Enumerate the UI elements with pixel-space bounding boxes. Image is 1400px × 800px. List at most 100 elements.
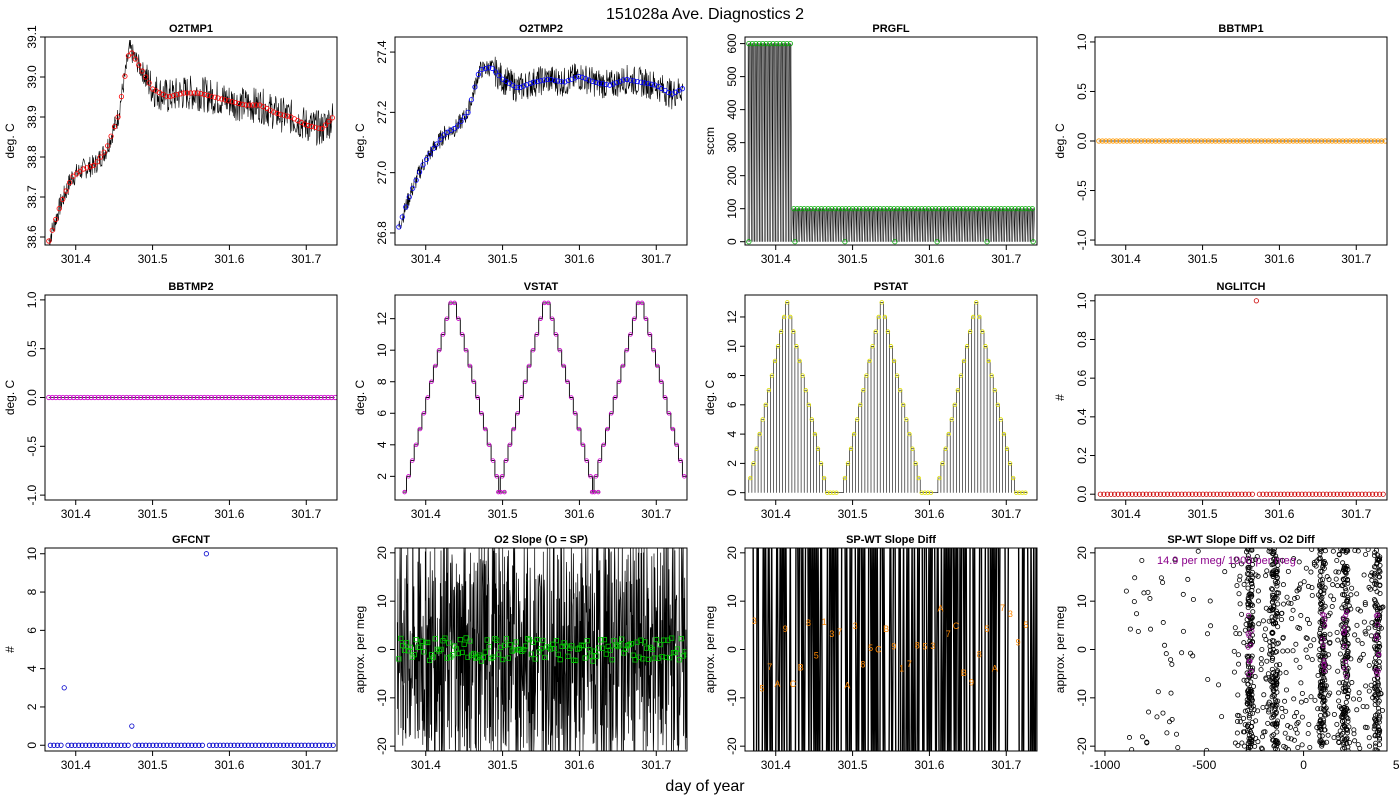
nglitch-point	[1164, 491, 1171, 497]
o2slope-point	[482, 649, 488, 655]
spwt_vs_o2-point	[1305, 583, 1311, 589]
o2slope-point	[511, 647, 517, 653]
spwt_vs_o2-column-point	[1376, 641, 1382, 647]
spwt_vs_o2-point	[1352, 738, 1358, 744]
spwt_vs_o2-point	[1293, 657, 1299, 663]
vstat-point	[576, 426, 582, 432]
spwt_vs_o2-point	[1351, 696, 1357, 702]
spwt_vs_o2-point	[1335, 732, 1341, 738]
spwt_vs_o2-point	[1266, 699, 1272, 705]
spwt_vs_o2-point	[1291, 556, 1297, 562]
vstat-point	[620, 363, 626, 369]
spwt_vs_o2-highlight-point	[1246, 633, 1252, 639]
o2slope-ylabel: approx. per meg	[353, 606, 367, 693]
prgfl-point	[805, 206, 811, 212]
prgfl-point	[863, 206, 870, 212]
spwt_vs_o2-point	[1282, 730, 1288, 736]
o2tmp1-point	[219, 96, 225, 102]
o2slope-point	[632, 657, 638, 663]
prgfl-point	[791, 206, 797, 212]
bbtmp1-point	[1166, 138, 1173, 144]
prgfl-point	[964, 206, 970, 212]
spwt_vs_o2-column-point	[1372, 733, 1378, 739]
o2tmp2-point	[461, 114, 468, 120]
spwt_vs_o2-column-point	[1343, 549, 1349, 555]
spwt_vs_o2-point	[1298, 680, 1304, 686]
spwt_vs_o2-column-point	[1373, 655, 1379, 661]
gfcnt-point	[302, 742, 308, 748]
vstat-point	[483, 426, 488, 432]
bbtmp1-point	[1283, 138, 1289, 144]
spwt_vs_o2-point	[1331, 597, 1337, 603]
prgfl-point	[756, 41, 762, 47]
prgfl-point	[787, 41, 793, 47]
nglitch-point	[1285, 491, 1291, 497]
bbtmp2-point	[169, 394, 176, 401]
bbtmp1-point	[1287, 138, 1293, 144]
pstat-point	[828, 490, 833, 495]
bbtmp2-point	[230, 394, 236, 401]
spwt_vs_o2-point	[1172, 557, 1178, 563]
spwt_vs_o2-point	[1205, 631, 1211, 637]
spwt_vs_o2-point	[1274, 662, 1280, 668]
prgfl-point	[967, 206, 973, 212]
bbtmp1-point	[1294, 138, 1300, 144]
bbtmp2-point	[258, 394, 264, 401]
o2tmp1-point	[84, 165, 90, 171]
spwt_vs_o2-column-point	[1271, 551, 1277, 557]
o2tmp1-point	[181, 90, 187, 96]
nglitch-point	[1278, 491, 1284, 497]
bbtmp1-point	[1103, 138, 1109, 144]
o2slope-xtick-label: 301.7	[641, 758, 671, 772]
nglitch-title: NGLITCH	[1217, 281, 1266, 293]
gfcnt-ytick-label: 0	[25, 742, 39, 749]
spwt_vs_o2-point	[1293, 726, 1299, 732]
pstat-point	[842, 475, 848, 481]
o2tmp2-xtick-label: 301.7	[641, 252, 671, 266]
o2tmp2-point	[634, 78, 641, 85]
spwt_vs_o2-point	[1237, 573, 1243, 579]
spwt_vs_o2-point	[1285, 568, 1291, 574]
bbtmp2-point	[95, 394, 101, 401]
nglitch-point	[1331, 491, 1337, 497]
spwt_vs_o2-highlight-point	[1342, 629, 1348, 635]
o2slope-point	[532, 656, 538, 662]
spwt_vs_o2-column-point	[1248, 594, 1254, 600]
pstat-point	[928, 490, 934, 495]
bbtmp1-point	[1262, 138, 1268, 144]
o2tmp2-point	[627, 77, 634, 83]
prgfl-point	[1002, 206, 1008, 212]
spwt_vs_o2-point	[1232, 740, 1238, 746]
gfcnt-title: GFCNT	[172, 534, 210, 546]
spwt_vs_o2-point	[1239, 740, 1245, 746]
spwt-point-label: A	[937, 603, 943, 613]
o2tmp1-point	[319, 126, 325, 132]
nglitch-point	[1126, 491, 1132, 497]
o2tmp1-point	[326, 118, 332, 125]
pstat-point	[940, 461, 945, 466]
pstat-ytick-label: 8	[725, 372, 739, 379]
spwt_vs_o2-highlight-point	[1375, 622, 1381, 628]
prgfl-point	[912, 206, 918, 212]
o2slope-point	[609, 657, 615, 663]
spwt_vs_o2-column-point	[1377, 590, 1383, 596]
spwt_vs_o2-point	[1324, 574, 1330, 580]
gfcnt-point	[61, 685, 67, 691]
prgfl-point	[908, 206, 914, 212]
pstat-point	[848, 446, 854, 451]
vstat-point	[639, 300, 645, 306]
figure-title: 151028a Ave. Diagnostics 2	[606, 6, 804, 23]
spwt_vs_o2-point	[1283, 708, 1289, 714]
spwt_vs_o2-point	[1258, 661, 1264, 667]
gfcnt-point	[238, 742, 244, 748]
bbtmp1-point	[1343, 138, 1349, 144]
nglitch-point	[1267, 491, 1273, 497]
o2tmp1-ytick-label: 38.7	[25, 185, 39, 209]
nglitch-point	[1313, 491, 1319, 497]
o2tmp2-point	[455, 123, 461, 129]
pstat-point	[998, 417, 1004, 422]
bbtmp2-point	[141, 394, 147, 401]
spwt_vs_o2-point	[1294, 594, 1300, 600]
spwt_vs_o2-point	[1299, 714, 1305, 720]
spwt_vs_o2-column-point	[1274, 556, 1280, 562]
